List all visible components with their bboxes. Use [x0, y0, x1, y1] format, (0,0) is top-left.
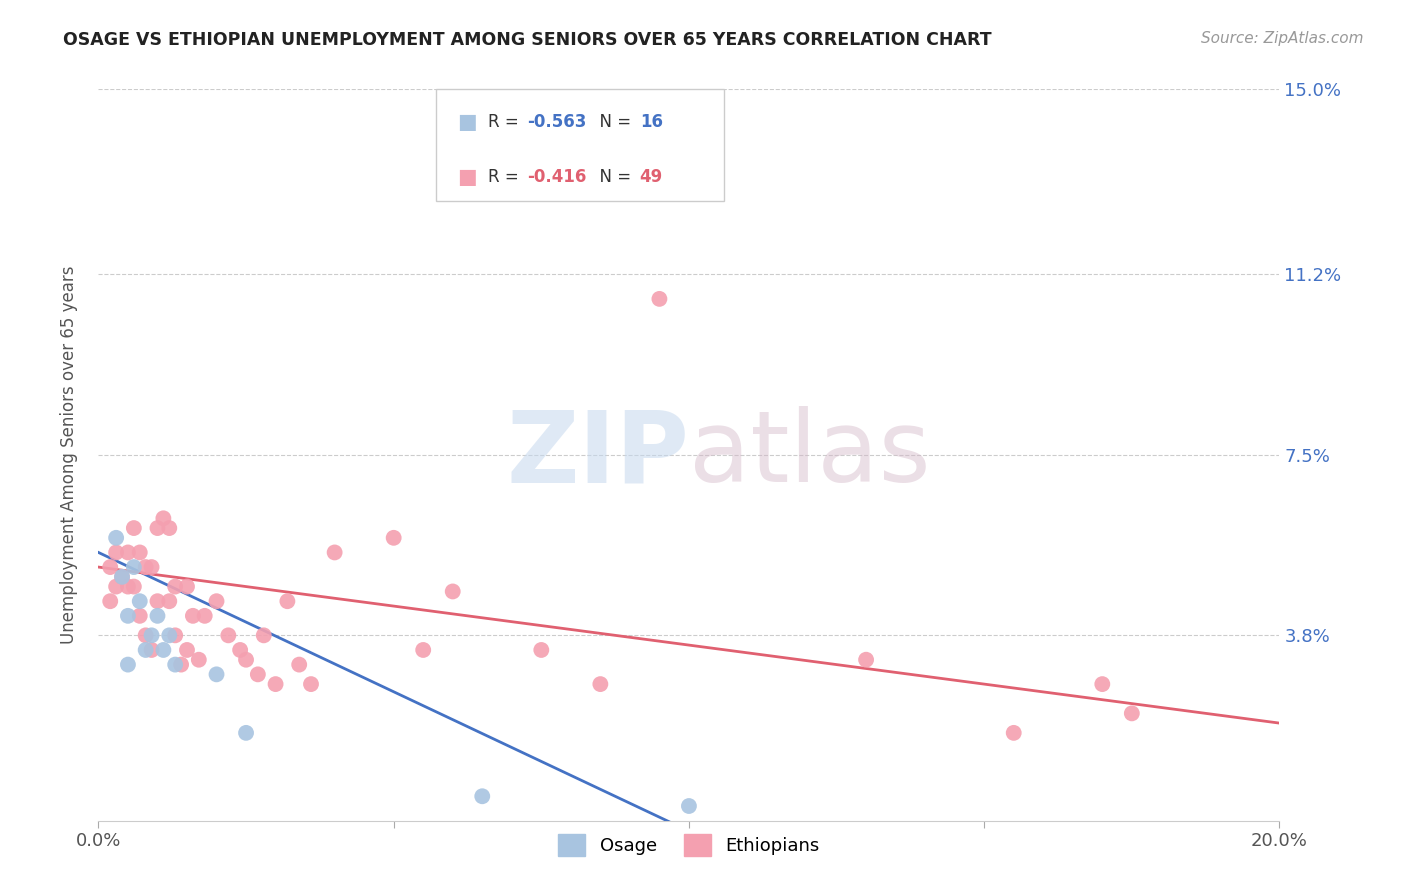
Text: -0.563: -0.563: [527, 113, 586, 131]
Text: R =: R =: [488, 113, 524, 131]
Point: [253, 628, 276, 642]
Point: [98, 594, 121, 608]
Text: OSAGE VS ETHIOPIAN UNEMPLOYMENT AMONG SENIORS OVER 65 YEARS CORRELATION CHART: OSAGE VS ETHIOPIAN UNEMPLOYMENT AMONG SE…: [63, 31, 991, 49]
Text: ■: ■: [457, 167, 477, 186]
Point: [152, 643, 174, 657]
Point: [122, 580, 145, 594]
Point: [135, 643, 157, 657]
Point: [1091, 677, 1114, 691]
Point: [235, 653, 257, 667]
Point: [111, 570, 134, 584]
Point: [128, 594, 150, 608]
Legend: Osage, Ethiopians: Osage, Ethiopians: [551, 826, 827, 863]
Point: [205, 594, 228, 608]
Point: [146, 594, 169, 608]
Point: [217, 628, 239, 642]
Point: [157, 594, 180, 608]
Point: [648, 292, 671, 306]
Point: [176, 643, 198, 657]
Point: [141, 643, 163, 657]
Point: [299, 677, 322, 691]
Point: [187, 653, 209, 667]
Point: [141, 560, 163, 574]
Point: [205, 667, 228, 681]
Point: [1121, 706, 1143, 721]
Point: [128, 545, 150, 559]
Point: [170, 657, 193, 672]
Point: [135, 628, 157, 642]
Text: ZIP: ZIP: [506, 407, 689, 503]
Point: [264, 677, 287, 691]
Point: [105, 545, 128, 559]
Point: [105, 580, 128, 594]
Point: [1002, 726, 1025, 740]
Point: [135, 560, 157, 574]
Point: [288, 657, 311, 672]
Y-axis label: Unemployment Among Seniors over 65 years: Unemployment Among Seniors over 65 years: [59, 266, 77, 644]
Point: [530, 643, 553, 657]
Point: [117, 608, 139, 623]
Point: [678, 799, 700, 814]
Text: ■: ■: [457, 112, 477, 132]
Point: [229, 643, 252, 657]
Point: [181, 608, 204, 623]
Point: [412, 643, 434, 657]
Point: [146, 608, 169, 623]
Point: [128, 608, 150, 623]
Point: [117, 657, 139, 672]
Point: [117, 580, 139, 594]
Point: [323, 545, 346, 559]
Text: -0.416: -0.416: [527, 168, 586, 186]
Point: [855, 653, 877, 667]
Point: [471, 789, 494, 804]
Point: [122, 521, 145, 535]
Point: [246, 667, 269, 681]
Point: [117, 545, 139, 559]
Point: [194, 608, 217, 623]
Text: N =: N =: [589, 168, 637, 186]
Point: [165, 580, 187, 594]
Point: [176, 580, 198, 594]
Point: [382, 531, 405, 545]
Point: [98, 560, 121, 574]
Text: N =: N =: [589, 113, 637, 131]
Point: [165, 628, 187, 642]
Point: [152, 511, 174, 525]
Point: [122, 560, 145, 574]
Point: [157, 628, 180, 642]
Point: [165, 657, 187, 672]
Point: [141, 628, 163, 642]
Text: Source: ZipAtlas.com: Source: ZipAtlas.com: [1201, 31, 1364, 46]
Point: [589, 677, 612, 691]
Point: [111, 570, 134, 584]
Point: [276, 594, 298, 608]
Text: 49: 49: [640, 168, 664, 186]
Text: R =: R =: [488, 168, 524, 186]
Point: [146, 521, 169, 535]
Point: [235, 726, 257, 740]
Text: atlas: atlas: [689, 407, 931, 503]
Point: [105, 531, 128, 545]
Text: 16: 16: [640, 113, 662, 131]
Point: [441, 584, 464, 599]
Point: [157, 521, 180, 535]
